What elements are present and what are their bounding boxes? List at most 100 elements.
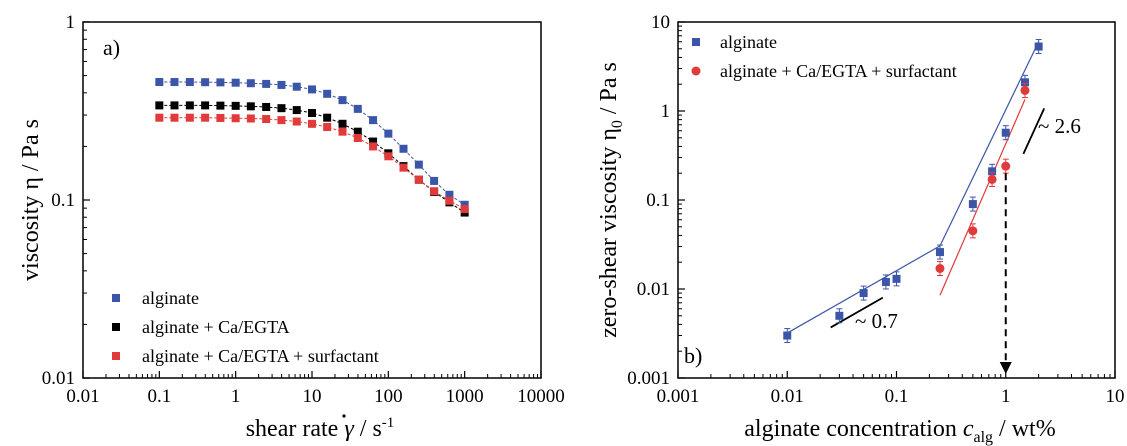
data-point bbox=[1034, 42, 1043, 51]
chart-a-panel-label: a) bbox=[103, 35, 120, 60]
legend-label: alginate bbox=[720, 32, 777, 52]
data-point bbox=[323, 123, 332, 132]
data-point bbox=[460, 205, 469, 214]
data-point bbox=[338, 119, 347, 128]
data-point bbox=[231, 101, 240, 110]
data-point bbox=[246, 79, 255, 88]
data-point bbox=[262, 79, 271, 88]
data-point bbox=[353, 104, 362, 113]
data-point bbox=[859, 289, 868, 298]
xtick-label: 100 bbox=[374, 386, 403, 407]
ytick-label: 0.1 bbox=[646, 190, 670, 211]
data-point bbox=[968, 200, 977, 209]
legend-label: alginate + Ca/EGTA bbox=[142, 317, 290, 337]
legend-label: alginate + Ca/EGTA + surfactant bbox=[142, 346, 379, 366]
data-point bbox=[216, 113, 225, 122]
data-point bbox=[170, 101, 179, 110]
data-point bbox=[201, 78, 210, 87]
data-point bbox=[353, 127, 362, 136]
slope-annotation-2.6: ~ 2.6 bbox=[1038, 114, 1081, 138]
legend-marker bbox=[112, 294, 120, 302]
data-point bbox=[155, 113, 164, 122]
data-point bbox=[277, 116, 286, 125]
data-point bbox=[430, 187, 439, 196]
data-point bbox=[338, 96, 347, 105]
data-point bbox=[414, 175, 423, 184]
legend-label: alginate + Ca/EGTA + surfactant bbox=[720, 61, 957, 81]
data-point bbox=[231, 78, 240, 87]
chart-b-fitlines bbox=[786, 41, 1040, 334]
chart-b-yticks: 0.001 0.01 0.1 1 10 bbox=[627, 12, 685, 389]
chart-b-legend: alginate alginate + Ca/EGTA + surfactant bbox=[691, 32, 957, 81]
xtick-label: 10 bbox=[1106, 386, 1125, 407]
data-point bbox=[430, 176, 439, 185]
ytick-label: 1 bbox=[66, 12, 76, 33]
data-point bbox=[292, 82, 301, 91]
chart-a-points bbox=[155, 78, 469, 217]
data-point bbox=[935, 248, 944, 257]
chart-b-points bbox=[783, 39, 1043, 344]
fit-line-surfactant-steep bbox=[939, 99, 1026, 296]
data-point bbox=[987, 174, 997, 184]
ytick-label: 0.01 bbox=[637, 279, 670, 300]
data-point bbox=[445, 190, 454, 199]
data-point bbox=[216, 101, 225, 110]
data-point bbox=[1020, 78, 1029, 87]
chart-a-yticks: 0.01 0.1 1 bbox=[42, 12, 90, 389]
xtick-label: 1000 bbox=[446, 386, 484, 407]
data-point bbox=[881, 277, 890, 286]
data-point bbox=[399, 163, 408, 172]
ytick-label: 1 bbox=[661, 101, 671, 122]
data-point bbox=[353, 134, 362, 143]
data-point bbox=[1001, 161, 1011, 171]
data-point bbox=[935, 263, 945, 273]
data-point bbox=[231, 114, 240, 123]
data-point bbox=[155, 101, 164, 110]
data-point bbox=[155, 78, 164, 87]
legend-marker bbox=[692, 38, 700, 46]
data-point bbox=[384, 152, 393, 161]
data-point bbox=[292, 106, 301, 115]
legend-marker bbox=[112, 323, 120, 331]
data-point bbox=[399, 144, 408, 153]
chart-a-xlabel: shear rate γ / s-1 bbox=[246, 415, 395, 442]
chart-a-legend: alginate alginate + Ca/EGTA alginate + Ca/… bbox=[112, 288, 379, 366]
chart-a: 0.01 0.1 1 10 100 1000 10000 0.01 0.1 1 a) algin… bbox=[18, 12, 565, 442]
data-point bbox=[323, 89, 332, 98]
data-point bbox=[308, 109, 316, 118]
data-point bbox=[246, 114, 255, 123]
chart-b: 0.001 0.01 0.1 1 10 0.001 0.01 0.1 1 10 b) ~ 0.7… bbox=[596, 12, 1125, 446]
data-point bbox=[1020, 85, 1030, 95]
xtick-label: 0.1 bbox=[147, 386, 171, 407]
chart-b-xticks: 0.001 0.01 0.1 1 10 bbox=[657, 371, 1125, 407]
xtick-label: 10 bbox=[303, 386, 322, 407]
data-point bbox=[201, 113, 210, 122]
data-point bbox=[308, 119, 316, 128]
data-point bbox=[369, 116, 378, 125]
legend-marker bbox=[112, 352, 120, 360]
data-point bbox=[988, 167, 997, 176]
chart-b-panel-label: b) bbox=[684, 343, 702, 368]
data-point bbox=[384, 129, 393, 138]
arrow-head bbox=[999, 362, 1012, 374]
legend-marker bbox=[691, 66, 701, 76]
data-point bbox=[835, 311, 844, 320]
data-point bbox=[1001, 128, 1010, 137]
data-point bbox=[201, 101, 210, 110]
data-point bbox=[369, 142, 378, 151]
slope-annotation-0.7: ~ 0.7 bbox=[855, 309, 898, 333]
ytick-label: 0.1 bbox=[51, 190, 75, 211]
data-point bbox=[460, 200, 469, 209]
data-point bbox=[185, 78, 194, 87]
data-point bbox=[277, 104, 286, 113]
data-point bbox=[185, 113, 194, 122]
data-point bbox=[445, 196, 454, 205]
data-point bbox=[262, 103, 271, 112]
ytick-label: 0.001 bbox=[627, 368, 670, 389]
gamma-dot-mark bbox=[342, 414, 346, 418]
data-point bbox=[308, 85, 316, 94]
data-point bbox=[185, 101, 194, 110]
data-point bbox=[369, 137, 378, 146]
series-line-0 bbox=[159, 81, 465, 206]
